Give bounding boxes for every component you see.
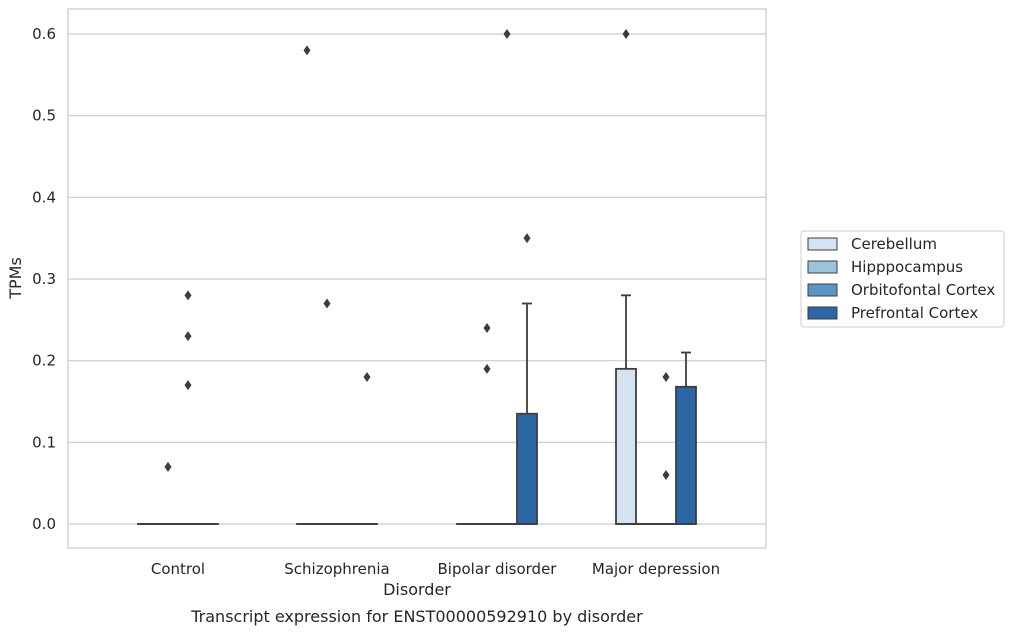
box-3-3 <box>675 351 697 525</box>
y-tick-label: 0.5 <box>32 107 56 125</box>
y-tick-label: 0.1 <box>32 433 56 451</box>
y-tick-label: 0.4 <box>32 188 56 206</box>
x-tick-label: Schizophrenia <box>284 560 389 578</box>
outlier-point <box>303 45 311 56</box>
outlier-point <box>483 363 491 374</box>
box-body <box>615 367 637 525</box>
box-2-0 <box>177 290 199 525</box>
y-tick-label: 0.6 <box>32 25 56 43</box>
box-3-2 <box>516 233 538 525</box>
outlier-point <box>184 290 192 301</box>
box-0-3 <box>615 29 637 525</box>
box-3-1 <box>356 372 378 525</box>
legend-label: Cerebellum <box>851 235 937 253</box>
box-body <box>516 412 538 525</box>
legend-swatch <box>807 237 838 251</box>
x-tick-label: Control <box>151 560 205 578</box>
legend-swatch <box>807 260 838 274</box>
outlier-point <box>622 29 630 39</box>
legend: Cerebellum Hipppocampus Orbitofontal Corte… <box>800 230 1005 328</box>
x-tick-label: Major depression <box>592 560 720 578</box>
outlier-point <box>523 233 531 244</box>
box-body <box>675 385 697 525</box>
y-tick-label: 0.2 <box>32 352 56 370</box>
outlier-point <box>363 372 371 382</box>
outlier-point <box>164 461 172 472</box>
outlier-point <box>184 380 192 391</box>
outlier-point <box>662 470 670 480</box>
box-2-2 <box>496 29 518 525</box>
y-tick-label: 0.3 <box>32 270 56 288</box>
legend-frame <box>800 230 1005 328</box>
box-1-2 <box>476 323 498 525</box>
x-ticks: Control Schizophrenia Bipolar disorder Majo… <box>151 560 720 578</box>
outlier-point <box>483 323 491 333</box>
x-tick-label: Bipolar disorder <box>438 560 558 578</box>
legend-swatch <box>807 306 838 320</box>
y-tick-label: 0.0 <box>32 515 56 533</box>
legend-swatch <box>807 283 838 297</box>
outlier-point <box>503 29 511 39</box>
x-axis-title: Disorder <box>383 580 451 599</box>
y-axis-title: TPMs <box>6 257 25 300</box>
marks <box>137 29 697 525</box>
legend-label: Orbitofontal Cortex <box>851 281 995 299</box>
legend-label: Prefrontal Cortex <box>851 304 978 322</box>
y-ticks: 0.0 0.1 0.2 0.3 0.4 0.5 0.6 <box>32 25 56 533</box>
outlier-point <box>323 298 331 309</box>
legend-label: Hipppocampus <box>851 258 963 276</box>
outlier-point <box>662 372 670 382</box>
chart-caption: Transcript expression for ENST0000059291… <box>190 607 643 626</box>
plot-frame <box>67 8 767 549</box>
outlier-point <box>184 331 192 342</box>
